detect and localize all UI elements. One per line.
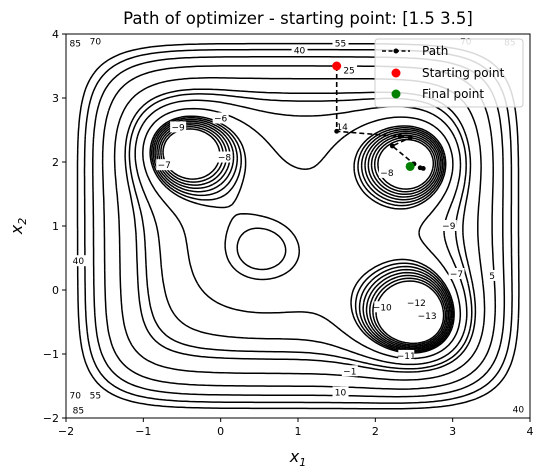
contour-label: −8: [380, 169, 394, 179]
path-point: [398, 134, 403, 139]
path-point: [390, 144, 395, 149]
contour-level--7: [152, 118, 453, 352]
contour-label: 70: [70, 392, 82, 402]
contour-label: 85: [73, 406, 84, 416]
path-point: [334, 129, 339, 134]
contour-label: 10: [335, 388, 347, 398]
contour-label: −9: [442, 222, 456, 232]
legend-path-marker: [394, 49, 399, 54]
y-tick-label: −1: [43, 348, 59, 361]
x-tick-label: −2: [58, 425, 74, 438]
legend: Path Starting point Final point: [375, 39, 523, 107]
contour-level--1: [143, 109, 461, 359]
contour-label: −8: [218, 154, 232, 164]
path-point: [408, 135, 413, 140]
contour-label: 55: [90, 392, 101, 402]
contour-level-10: [129, 94, 471, 369]
contour-level--11: [159, 125, 447, 347]
contour-label: −7: [158, 161, 171, 171]
y-tick-label: 4: [52, 28, 59, 41]
contour-level--6: [150, 116, 454, 353]
contour-label: −10: [373, 303, 392, 313]
final-point-marker: [406, 162, 415, 171]
contour-label: 40: [513, 406, 525, 416]
x-tick-label: 2: [372, 425, 379, 438]
contour-label: −7: [450, 270, 463, 280]
x-tick-label: 3: [449, 425, 456, 438]
path-point: [421, 166, 426, 171]
x-axis-label: x1: [289, 447, 306, 469]
contour-label: −9: [171, 123, 185, 133]
x-tick-label: 4: [527, 425, 534, 438]
starting-point-marker: [332, 62, 341, 71]
contour-label: 40: [294, 47, 306, 57]
y-tick-label: −2: [43, 412, 59, 425]
legend-final-marker: [392, 90, 401, 99]
contour-label: −13: [418, 312, 437, 322]
legend-start-marker: [392, 69, 401, 78]
contour-label: 5: [489, 272, 495, 282]
contour-level--8: [153, 120, 451, 351]
contour-label: 85: [70, 40, 81, 50]
contour-label: −1: [343, 367, 356, 377]
legend-start-label: Starting point: [422, 66, 505, 80]
contour-label: −6: [214, 114, 228, 124]
legend-path-label: Path: [422, 44, 448, 58]
contour-label: 55: [335, 40, 346, 50]
contour-label: 40: [73, 257, 85, 267]
contour-label: 70: [90, 38, 102, 48]
x-tick-label: −1: [135, 425, 151, 438]
chart-title: Path of optimizer - starting point: [1.5…: [123, 9, 473, 28]
legend-final-label: Final point: [422, 87, 484, 101]
contour-label: −11: [397, 352, 416, 362]
y-tick-label: 0: [52, 284, 59, 297]
contour-label: −12: [407, 299, 426, 309]
contour-level--9: [155, 121, 450, 349]
y-axis-label: x2: [7, 218, 29, 235]
x-tick-label: 0: [217, 425, 224, 438]
y-tick-label: 2: [52, 156, 59, 169]
contour-label: 25: [343, 66, 354, 76]
contour-level--10: [157, 123, 449, 348]
y-tick-label: 1: [52, 220, 59, 233]
x-tick-label: 1: [295, 425, 302, 438]
y-tick-label: 3: [52, 92, 59, 105]
